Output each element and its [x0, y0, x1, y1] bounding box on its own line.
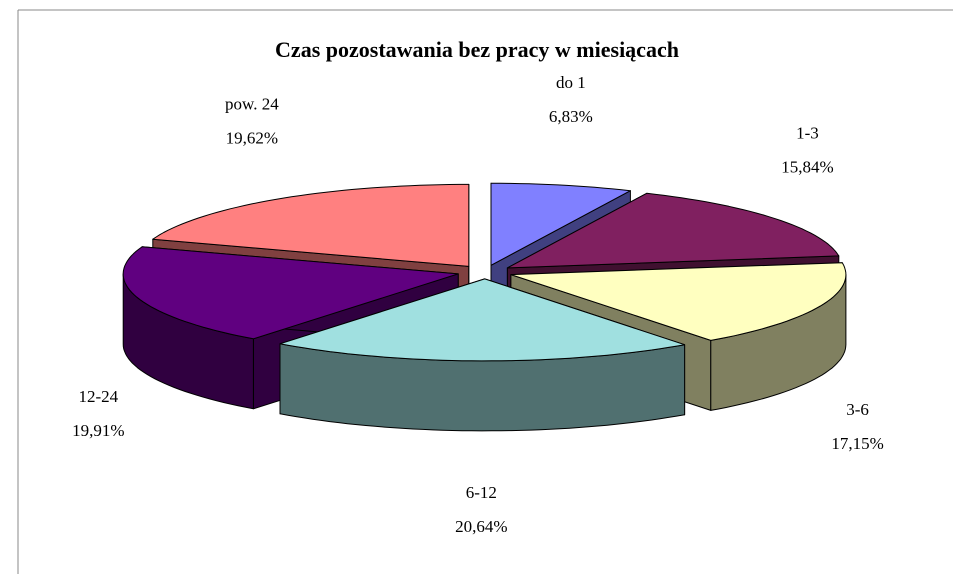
- slice: [506, 192, 840, 269]
- slice-value-label: 17,15%: [831, 434, 883, 453]
- slice: [510, 262, 847, 341]
- slice-label: 1-3: [796, 123, 819, 142]
- slice-value-label: 19,91%: [72, 421, 124, 440]
- chart-title: Czas pozostawania bez pracy w miesiącach: [275, 37, 679, 62]
- slice: [490, 182, 631, 266]
- slice-value-label: 6,83%: [549, 107, 593, 126]
- slice-value-label: 15,84%: [781, 157, 833, 176]
- slice: [122, 246, 459, 340]
- slice: [152, 183, 470, 267]
- slice-value-label: 20,64%: [455, 517, 507, 536]
- slice-label: 12-24: [79, 387, 119, 406]
- slice-label: 6-12: [466, 483, 497, 502]
- slice: [279, 278, 686, 362]
- pie: [122, 182, 847, 432]
- slice-label: do 1: [556, 73, 586, 92]
- slice-label: 3-6: [846, 400, 869, 419]
- slice-label: pow. 24: [225, 95, 279, 114]
- labels: do 1 6,83% 1-3 15,84% 3-6 17,15% 6-12 20,64% 12-…: [72, 73, 884, 536]
- slice-value-label: 19,62%: [226, 129, 278, 148]
